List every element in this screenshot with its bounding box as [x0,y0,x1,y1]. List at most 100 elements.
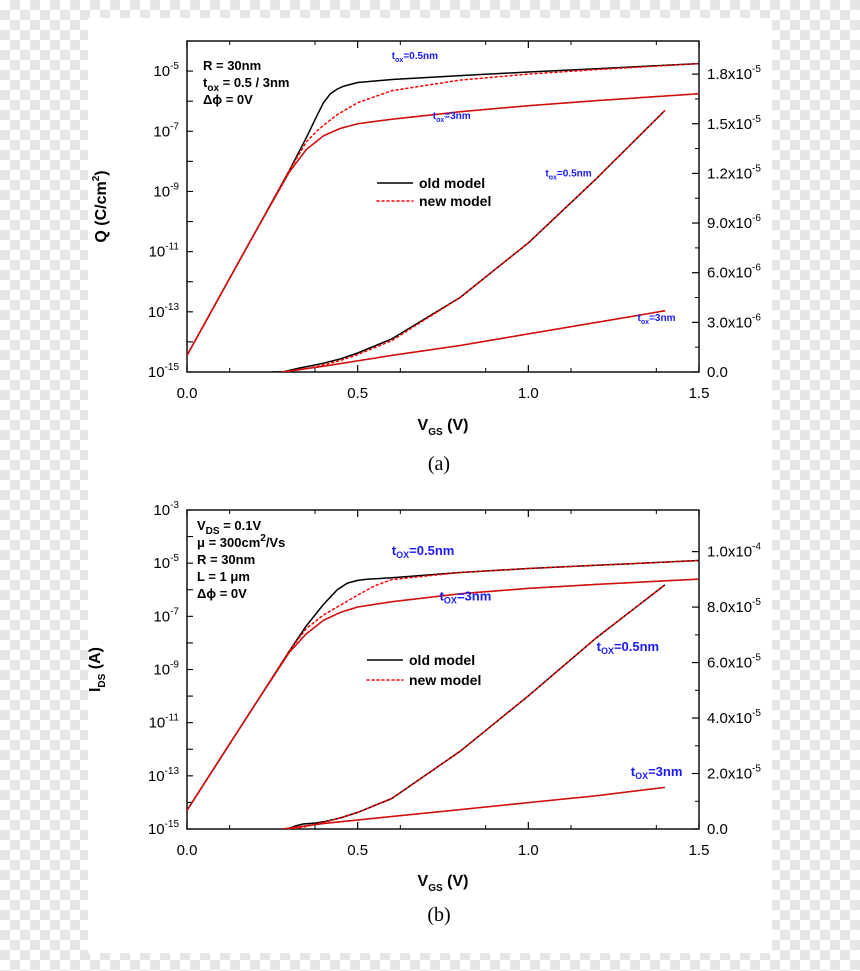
y-left-tick-base: 10 [153,63,170,80]
y-right-tick-mantissa: 3.0x10 [707,314,752,331]
y-axis-label-main: Q (C/cm [93,181,110,242]
y-right-tick-exponent: -5 [752,64,761,75]
curve-label-pre: t [631,764,636,779]
y-right-tick-exponent: -5 [752,708,761,719]
curve-label-post: =3nm [444,111,471,122]
curve-label-post: =3nm [648,764,682,779]
curve-label: tox=3nm [433,111,471,124]
y-left-tick-base: 10 [153,502,170,519]
y-right-tick-mantissa: 0.0 [707,364,728,381]
y-right-tick-label: 1.8x10-5 [707,64,761,83]
y-right-tick-label: 8.0x10-5 [707,597,761,616]
y-axis-label-end: (A) [87,647,104,674]
y-right-tick-mantissa: 1.0x10 [707,544,752,561]
curve-label-pre: t [545,168,549,179]
y-right-tick-exponent: -5 [752,653,761,664]
x-axis-label-main: V [418,873,429,890]
y-left-tick-base: 10 [153,123,170,140]
info-line: μ = 300cm2/Vs [197,533,285,550]
y-left-tick-label: 10-5 [153,61,179,80]
x-axis-label-unit: (V) [443,417,469,434]
y-left-tick-base: 10 [148,821,165,838]
curve-label: tox=0.5nm [392,51,438,64]
x-tick-label: 1.5 [689,385,710,402]
y-left-tick-label: 10-3 [153,500,179,519]
y-left-tick-label: 10-9 [153,660,179,679]
curve-label-sub: ox [436,117,444,124]
x-tick-label: 1.0 [518,385,539,402]
y-right-tick-mantissa: 6.0x10 [707,265,752,282]
info-line-part: ox [207,83,219,94]
y-left-tick-exponent: -13 [165,302,180,313]
curve-label-post: =0.5nm [557,168,592,179]
y-right-tick-label: 1.2x10-5 [707,163,761,182]
y-left-tick-exponent: -5 [170,61,179,72]
curve-label-sub: ox [641,319,649,326]
y-left-tick-label: 10-9 [153,181,179,200]
curve-label-sub: OX [444,595,457,605]
figure-background [88,18,772,953]
y-axis-label-main: I [87,688,104,692]
x-axis-label: VGS (V) [418,417,469,438]
y-axis-label-sub: DS [97,673,108,687]
y-left-tick-base: 10 [148,768,165,785]
legend-label: old model [409,652,475,668]
y-axis-label: IDS (A) [87,647,108,692]
curves-group [187,559,699,829]
curve-label-sub: ox [395,57,403,64]
info-line: VDS = 0.1V [197,518,261,537]
y-left-tick-label: 10-15 [148,819,180,838]
panel-caption: (b) [427,904,450,926]
y-right-tick-exponent: -6 [752,213,761,224]
y-right-tick-label: 0.0 [707,821,728,838]
y-right-tick-mantissa: 1.2x10 [707,165,752,182]
curve-label: tOX=0.5nm [597,639,660,656]
curve-label: tOX=0.5nm [392,543,455,560]
chart-panel-b: 0.0 0.5 1.0 1.510-1510-1310-1110-910-710-51… [87,500,761,926]
y-axis-label-end: ) [93,170,110,175]
y-right-tick-mantissa: 2.0x10 [707,766,752,783]
x-axis-label-unit: (V) [443,873,469,890]
chart-panel-a: 0.0 0.5 1.0 1.510-1510-1310-1110-910-710-50… [91,40,761,475]
curve-label-post: =0.5nm [409,543,454,558]
curve-label: tox=0.5nm [545,168,591,181]
x-axis-label-main: V [418,417,429,434]
info-line-part: Δϕ = 0V [197,586,247,601]
info-line-part: DS [206,526,220,537]
y-left-tick-base: 10 [153,608,170,625]
y-left-tick-label: 10-15 [148,362,180,381]
y-right-tick-label: 9.0x10-6 [707,213,761,232]
series-line-new-3nm-linear [281,310,666,372]
y-left-tick-exponent: -7 [170,121,179,132]
x-axis-label-sub: GS [428,427,443,438]
plot-frame [186,40,700,373]
y-left-tick-label: 10-11 [149,713,180,732]
y-left-tick-base: 10 [153,662,170,679]
x-tick-label: 0.0 [177,842,198,859]
y-right-tick-exponent: -6 [752,312,761,323]
panel-caption: (a) [428,453,450,475]
y-right-tick-exponent: -5 [752,114,761,125]
y-right-tick-mantissa: 8.0x10 [707,599,752,616]
curve-label-pre: t [433,111,437,122]
y-left-tick-label: 10-7 [153,606,179,625]
curve-label-post: =3nm [649,313,676,324]
y-left-tick-label: 10-13 [148,766,180,785]
curve-label-sub: OX [601,646,614,656]
legend-label: new model [409,672,481,688]
x-tick-label: 0.0 [177,385,198,402]
info-line-part: R = 30nm [197,552,255,567]
curve-label-pre: t [440,588,445,603]
info-line-part: t [203,75,208,90]
info-line: L = 1 μm [197,569,250,584]
series-line-old-0.5nm-linear [282,584,666,829]
y-right-tick-label: 1.0x10-4 [707,542,761,561]
y-right-tick-exponent: -5 [752,163,761,174]
y-right-tick-label: 1.5x10-5 [707,114,761,133]
x-tick-label: 1.0 [518,842,539,859]
curves-group [187,62,699,372]
info-line-part: R = 30nm [203,58,261,73]
x-axis-label-sub: GS [428,883,443,894]
x-tick-label: 0.5 [347,842,368,859]
